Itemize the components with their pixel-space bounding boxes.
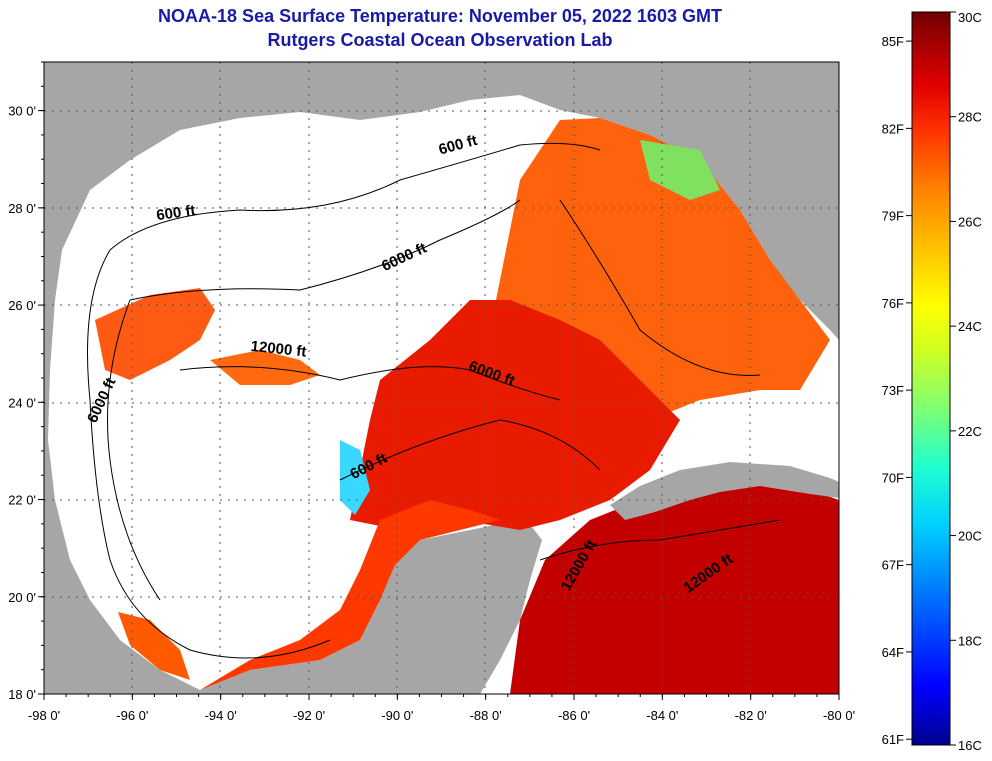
caribbean-sst [510,470,839,694]
fahrenheit-label: 67F [882,558,904,573]
lat-tick-label: 28 0' [8,201,36,216]
lat-lon-grid [44,62,839,694]
map-title: NOAA-18 Sea Surface Temperature: Novembe… [158,6,722,26]
fahrenheit-label: 85F [882,34,904,49]
lon-tick-label: -98 0' [28,708,60,723]
celsius-label: 24C [958,319,982,334]
lon-tick-label: -80 0' [823,708,855,723]
latitude-axis: 30 0' 28 0' 26 0' 24 0' 22 0' 20 0' 18 0' [8,61,44,702]
sst-central-gulf [350,300,680,530]
celsius-label: 16C [958,738,982,753]
cuba-land [610,462,839,520]
lat-tick-label: 24 0' [8,395,36,410]
map-subtitle: Rutgers Coastal Ocean Observation Lab [267,30,613,50]
contour-caribbean [539,519,781,561]
lat-tick-label: 20 0' [8,590,36,605]
lat-tick-label: 26 0' [8,298,36,313]
celsius-label: 30C [958,10,982,25]
sst-green-patch [640,140,720,200]
contour-6000ft-west [107,299,161,601]
color-scale-labels: 30C 28C 26C 24C 22C 20C 18C 16C 85F 82F 79F 76F 73F 7… [882,10,982,753]
florida-land [690,62,839,330]
celsius-label: 20C [958,529,982,544]
lon-tick-label: -92 0' [293,708,325,723]
lon-tick-label: -88 0' [470,708,502,723]
contour-6000ft-north [129,199,521,301]
longitude-axis: -98 0' -96 0' -94 0' -92 0' -90 0' -88 0' -86 … [28,694,855,723]
fahrenheit-label: 76F [882,296,904,311]
lon-tick-label: -94 0' [205,708,237,723]
contour-depth-label: 12000 ft [250,338,307,361]
contour-600ft-north [109,142,601,251]
celsius-label: 26C [958,214,982,229]
lat-tick-label: 22 0' [8,493,36,508]
sst-bay-campeche [118,612,190,680]
celsius-label: 22C [958,424,982,439]
fahrenheit-label: 64F [882,645,904,660]
fahrenheit-label: 70F [882,470,904,485]
lon-tick-label: -86 0' [558,708,590,723]
lon-tick-label: -90 0' [381,708,413,723]
celsius-label: 18C [958,633,982,648]
fahrenheit-label: 73F [882,383,904,398]
sst-southern-gulf [200,500,500,690]
sst-cool-patch [340,440,370,515]
sst-western-patch [95,288,215,380]
fahrenheit-label: 61F [882,732,904,747]
contour-600ft-west [87,249,331,659]
lon-tick-label: -96 0' [116,708,148,723]
contour-florida-shelf [559,199,761,376]
lat-tick-label: 18 0' [8,687,36,702]
fahrenheit-label: 79F [882,209,904,224]
lon-tick-label: -84 0' [646,708,678,723]
contour-depth-label: 600 ft [155,202,196,224]
lat-tick-label: 30 0' [8,104,36,119]
bathymetry-contours [87,142,781,659]
celsius-label: 28C [958,110,982,125]
color-scale-bar [911,11,951,746]
yucatan-land [380,518,542,694]
contour-campeche-bank [339,419,601,481]
fahrenheit-label: 82F [882,121,904,136]
contour-12000ft [179,366,561,401]
lon-tick-label: -82 0' [735,708,767,723]
